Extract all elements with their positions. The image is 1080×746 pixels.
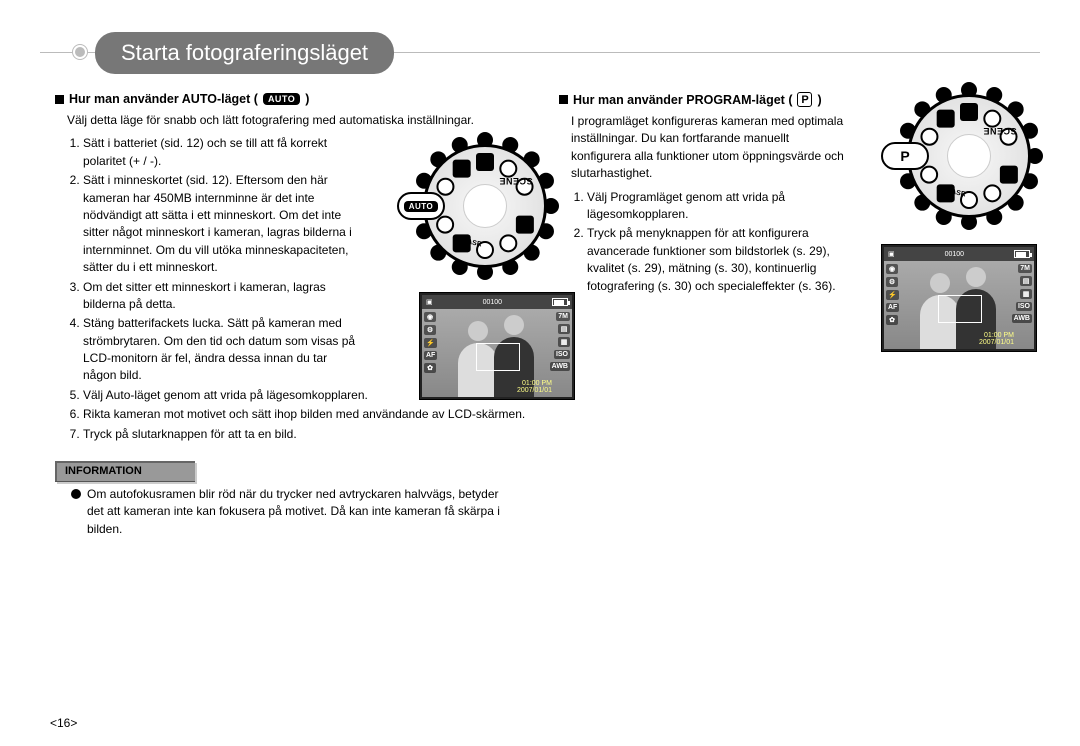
information-box: INFORMATION Om autofokusramen blir röd n… bbox=[55, 461, 523, 538]
lcd-status-chip: ISO bbox=[1016, 302, 1032, 311]
step-item: Välj Programläget genom att vrida på läg… bbox=[587, 189, 867, 224]
information-label: INFORMATION bbox=[55, 461, 195, 482]
scene-label: SCENE bbox=[983, 126, 1017, 136]
dial-mode-icon bbox=[1000, 166, 1018, 184]
lcd-right-icons: 7M▤▦ISOAWB bbox=[1016, 261, 1034, 349]
dial-mode-icon bbox=[436, 216, 454, 234]
content-columns: Hur man använder AUTO-läget ( AUTO ) Väl… bbox=[55, 92, 1040, 538]
lcd-status-chip: ▦ bbox=[1020, 289, 1032, 299]
page-title: Starta fotograferingsläget bbox=[95, 32, 394, 74]
dial-mode-icon bbox=[436, 178, 454, 196]
dial-center bbox=[947, 134, 991, 178]
bullet-square-icon bbox=[55, 95, 64, 104]
page-number: <16> bbox=[50, 716, 77, 730]
lcd-body: ◉ ⚙ ⚡ AF ✿ 7M ▤ ▦ ISO AWB 01:00 PM 2007/01/01 bbox=[884, 261, 1034, 349]
step-item: Stäng batterifackets lucka. Sätt på kame… bbox=[83, 315, 363, 385]
battery-icon bbox=[1014, 250, 1030, 258]
dial-center bbox=[463, 184, 507, 228]
auto-intro: Välj detta läge för snabb och lätt fotog… bbox=[67, 112, 535, 129]
auto-mode-heading: Hur man använder AUTO-läget ( AUTO ) bbox=[55, 92, 535, 106]
lcd-status-chip: ⚡ bbox=[886, 290, 899, 300]
lcd-datetime: 01:00 PM 2007/01/01 bbox=[979, 332, 1014, 347]
lcd-preview-auto: ▣ 00100 ◉⚙⚡AF✿ 7M▤▦ISOAWB 01:00 PM 2007/… bbox=[419, 292, 575, 400]
lcd-topbar: ▣ 00100 bbox=[422, 295, 572, 309]
heading-text-prefix: Hur man använder PROGRAM-läget ( bbox=[573, 93, 792, 107]
step-item: Rikta kameran mot motivet och sätt ihop … bbox=[83, 406, 535, 423]
left-column: Hur man använder AUTO-läget ( AUTO ) Väl… bbox=[55, 92, 535, 538]
dial-mode-icon bbox=[499, 234, 517, 252]
lcd-status-chip: ⚙ bbox=[424, 325, 436, 335]
dial-mode-icon bbox=[960, 103, 978, 121]
mode-dial-program: SCENE ASR P bbox=[899, 86, 1039, 226]
lcd-status-chip: ✿ bbox=[886, 315, 898, 325]
dial-pointer-program: P bbox=[881, 142, 929, 170]
information-text: Om autofokusramen blir röd när du trycke… bbox=[87, 486, 517, 538]
dial-mode-icon bbox=[499, 160, 517, 178]
lcd-top-left-icon: ▣ bbox=[888, 250, 895, 258]
lcd-topbar: ▣ 00100 bbox=[884, 247, 1034, 261]
dial-mode-icon bbox=[516, 216, 534, 234]
lcd-status-chip: AWB bbox=[1012, 314, 1032, 323]
lcd-date: 2007/01/01 bbox=[979, 339, 1014, 347]
lcd-preview-program: ▣ 00100 ◉ ⚙ ⚡ AF ✿ 7M ▤ ▦ ISO AWB 01:00 PM 2007/… bbox=[881, 244, 1037, 352]
lcd-status-chip: ⚡ bbox=[424, 338, 437, 348]
lcd-status-chip: ▤ bbox=[1020, 276, 1032, 286]
lcd-status-chip: ⚙ bbox=[886, 277, 898, 287]
step-item: Tryck på menyknappen för att konfigurera… bbox=[587, 225, 867, 295]
step-item: Om det sitter ett minneskort i kameran, … bbox=[83, 279, 363, 314]
dial-mode-icon bbox=[920, 166, 938, 184]
scene-label: SCENE bbox=[499, 176, 533, 186]
heading-text-prefix: Hur man använder AUTO-läget ( bbox=[69, 92, 258, 106]
dial-mode-icon bbox=[476, 153, 494, 171]
auto-badge-icon: AUTO bbox=[263, 93, 300, 105]
program-intro: I programläget konfigureras kameran med … bbox=[571, 113, 851, 183]
right-column: Hur man använder PROGRAM-läget ( P ) I p… bbox=[559, 92, 1039, 538]
pointer-auto-badge: AUTO bbox=[404, 201, 439, 212]
lcd-time: 01:00 PM bbox=[979, 332, 1014, 340]
heading-text-suffix: ) bbox=[305, 92, 309, 106]
focus-frame-icon bbox=[938, 295, 982, 323]
dial-mode-icon bbox=[983, 110, 1001, 128]
information-bullet: Om autofokusramen blir röd när du trycke… bbox=[55, 486, 523, 538]
focus-frame-icon bbox=[476, 343, 520, 371]
step-item: Sätt i batteriet (sid. 12) och se till a… bbox=[83, 135, 363, 170]
manual-page: Starta fotograferingsläget Hur man använ… bbox=[0, 0, 1080, 746]
step-item: Sätt i minneskortet (sid. 12). Eftersom … bbox=[83, 172, 363, 276]
lcd-top-left-icon: ▣ bbox=[426, 298, 433, 306]
lcd-status-chip: AF bbox=[886, 303, 899, 312]
dial-mode-icon bbox=[920, 128, 938, 146]
lcd-status-chip: ◉ bbox=[424, 312, 436, 322]
p-badge-icon: P bbox=[797, 92, 812, 107]
lcd-status-chip: 7M bbox=[1018, 264, 1032, 273]
lcd-counter: 00100 bbox=[483, 299, 502, 306]
lcd-datetime: 01:00 PM 2007/01/01 bbox=[517, 380, 552, 395]
lcd-date: 2007/01/01 bbox=[517, 387, 552, 395]
dial-mode-icon bbox=[453, 160, 471, 178]
lcd-status-chip: AF bbox=[424, 351, 437, 360]
lcd-status-chip: ◉ bbox=[886, 264, 898, 274]
heading-text-suffix: ) bbox=[817, 93, 821, 107]
lcd-body: ◉⚙⚡AF✿ 7M▤▦ISOAWB 01:00 PM 2007/01/01 bbox=[422, 309, 572, 397]
title-bar: Starta fotograferingsläget bbox=[55, 30, 1040, 74]
dial-mode-icon bbox=[983, 184, 1001, 202]
bullet-dot-icon bbox=[71, 489, 81, 499]
title-dot-icon bbox=[73, 45, 87, 59]
bullet-square-icon bbox=[559, 95, 568, 104]
step-item: Tryck på slutarknappen för att ta en bil… bbox=[83, 426, 535, 443]
lcd-left-icons: ◉ ⚙ ⚡ AF ✿ bbox=[422, 309, 440, 397]
mode-dial-auto: SCENE ASR AUTO bbox=[415, 136, 555, 276]
lcd-counter: 00100 bbox=[945, 251, 964, 258]
pointer-p-badge: P bbox=[900, 148, 909, 164]
dial-mode-icon bbox=[937, 110, 955, 128]
lcd-time: 01:00 PM bbox=[517, 380, 552, 388]
dial-pointer-auto: AUTO bbox=[397, 192, 445, 220]
lcd-status-chip: ✿ bbox=[424, 363, 436, 373]
lcd-left-icons: ◉ ⚙ ⚡ AF ✿ bbox=[884, 261, 902, 349]
